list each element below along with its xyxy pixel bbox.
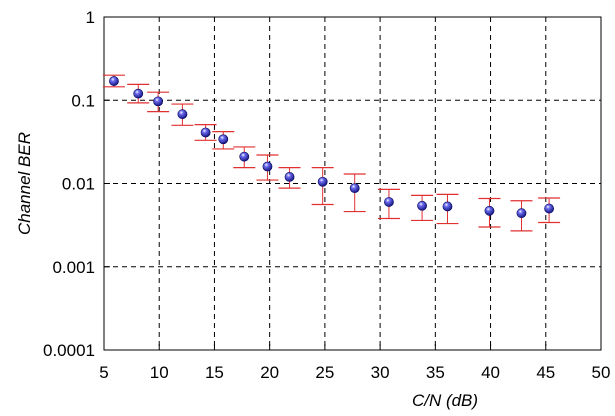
x-tick-label: 45 xyxy=(536,363,555,382)
x-tick-label: 5 xyxy=(99,363,108,382)
x-tick-label: 50 xyxy=(592,363,611,382)
data-point xyxy=(485,206,494,215)
data-point xyxy=(263,162,272,171)
data-point xyxy=(517,209,526,218)
x-tick-label: 15 xyxy=(205,363,224,382)
data-point xyxy=(285,172,294,181)
data-point xyxy=(350,184,359,193)
y-tick-label: 0.001 xyxy=(52,258,95,277)
x-axis-title: C/N (dB) xyxy=(412,391,478,410)
data-point xyxy=(178,110,187,119)
y-tick-label: 1 xyxy=(86,8,95,27)
data-point xyxy=(443,202,452,211)
grid-lines xyxy=(104,17,601,350)
y-tick-label: 0.0001 xyxy=(43,341,95,360)
data-point xyxy=(219,135,228,144)
x-tick-label: 10 xyxy=(150,363,169,382)
x-tick-label: 35 xyxy=(426,363,445,382)
data-point xyxy=(201,128,210,137)
data-point xyxy=(544,204,553,213)
data-point xyxy=(134,89,143,98)
y-tick-label: 0.1 xyxy=(71,91,95,110)
data-point xyxy=(154,97,163,106)
data-points xyxy=(109,76,553,217)
data-point xyxy=(318,177,327,186)
data-point xyxy=(240,152,249,161)
y-tick-label: 0.01 xyxy=(62,175,95,194)
y-axis-title: Channel BER xyxy=(15,132,34,235)
data-point xyxy=(417,201,426,210)
x-tick-label: 30 xyxy=(371,363,390,382)
x-tick-label: 25 xyxy=(315,363,334,382)
data-point xyxy=(384,197,393,206)
x-tick-label: 20 xyxy=(260,363,279,382)
tick-labels: 5 10 15 20 25 30 35 40 45 50 0.0001 0.001 0.01 0.1 1 xyxy=(43,8,610,382)
data-point xyxy=(109,76,118,85)
x-tick-label: 40 xyxy=(481,363,500,382)
